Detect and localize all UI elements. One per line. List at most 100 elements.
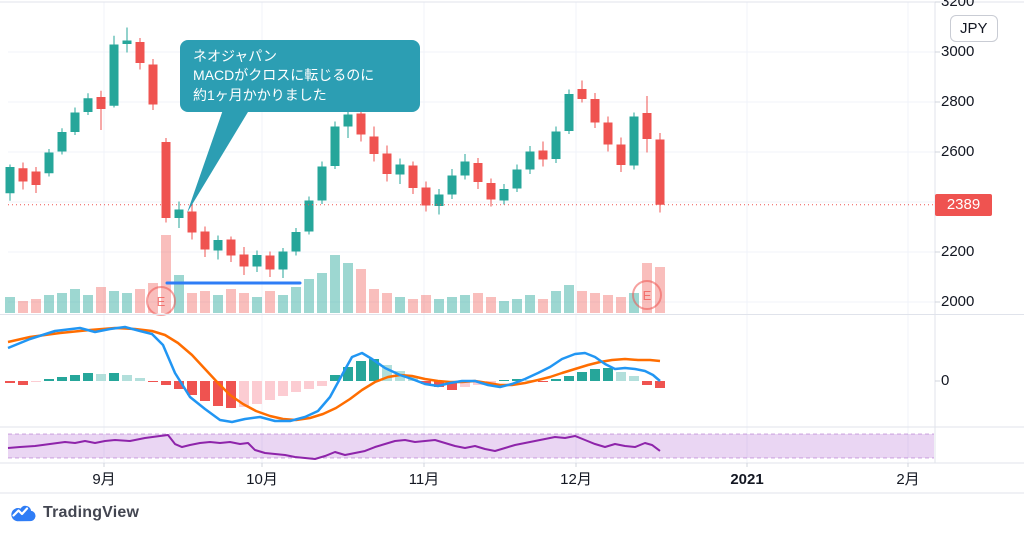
volume-bar [525,295,535,313]
macd-hist-bar [213,381,223,406]
volume-bar [642,263,652,313]
macd-hist-bar [343,367,353,381]
candle [538,150,548,160]
macd-hist-bar [70,375,80,381]
macd-hist-bar [317,381,327,386]
time-tick-label: 10月 [246,471,278,488]
volume-bar [161,235,171,313]
macd-hist-bar [161,381,171,385]
macd-hist-bar [239,381,249,407]
volume-bar [330,255,340,313]
time-tick-label: 2月 [896,471,920,488]
macd-hist-bar [538,381,548,382]
candle [278,251,288,270]
volume-bar [369,289,379,313]
earnings-icon[interactable] [632,280,662,310]
candle [265,255,275,270]
volume-bar [603,295,613,313]
macd-main-line [7,325,661,424]
annotation-callout[interactable]: ネオジャパン MACDがクロスに転じるのに 約1ヶ月かかりました [180,40,420,112]
macd-hist-bar [564,376,574,381]
candle [564,94,574,131]
annotation-line-2: MACDがクロスに転じるのに [193,67,375,84]
candle [460,161,470,176]
svg-text:E: E [157,294,166,309]
volume-bar [174,275,184,313]
volume-bar [434,299,444,313]
candle [356,113,366,135]
candle [161,142,171,218]
macd-hist-bar [447,381,457,390]
volume-bar [512,299,522,313]
volume-bar [200,291,210,313]
macd-hist-bar [174,381,184,389]
currency-toggle-badge[interactable]: JPY [950,15,998,42]
price-tick-label: 2600 [941,143,975,160]
macd-hist-bar [369,359,379,381]
annotation-line-1: ネオジャパン [193,48,277,64]
macd-hist-bar [291,381,301,392]
candle [304,200,314,232]
candle [486,183,496,200]
macd-hist-bar [382,365,392,381]
macd-hist-bar [616,372,626,381]
candle [525,151,535,170]
volume-bar [304,279,314,313]
macd-hist-bar [590,369,600,381]
candle [577,89,587,99]
macd-hist-bar [252,381,262,404]
volume-bar [109,291,119,313]
volume-bar [317,273,327,313]
macd-hist-bar [96,374,106,381]
candle [226,239,236,256]
candle [317,166,327,201]
candle [551,131,561,159]
volume-bar [460,295,470,313]
macd-hist-bar [603,368,613,381]
volume-bar [83,295,93,313]
volume-bar [44,295,54,313]
macd-hist-bar [512,379,522,381]
candle [252,255,262,267]
candle [200,231,210,250]
macd-hist-bar [278,381,288,396]
volume-bar [408,299,418,313]
candle [473,163,483,182]
macd-hist-bar [31,381,41,382]
candle [31,171,41,185]
volume-bar [486,297,496,313]
macd-hist-bar [83,373,93,381]
volume-bar [447,297,457,313]
candle [187,211,197,233]
volume-bar [421,295,431,313]
volume-bar [252,297,262,313]
volume-bar [577,291,587,313]
rsi-line [7,434,661,461]
pane-separators [0,1,1024,494]
tradingview-logo-link[interactable]: TradingView [10,504,139,522]
volume-bar [551,291,561,313]
candle [408,165,418,188]
volume-bar [239,293,249,313]
candle [603,122,613,145]
macd-hist-bar [265,381,275,400]
volume-bar [395,297,405,313]
candle [395,164,405,175]
tradingview-cloud-icon [10,505,36,522]
candle [5,167,15,194]
candle [655,139,665,205]
tradingview-logo-text: TradingView [43,504,140,521]
macd-hist-bar [304,381,314,389]
volume-bar [70,289,80,313]
candle [18,168,28,182]
candle [174,209,184,218]
volume-bar [18,301,28,313]
candle [343,114,353,127]
candle [330,126,340,166]
volume-bars [5,235,665,313]
time-tick-label: 9月 [92,471,116,488]
volume-bar [31,299,41,313]
macd-hist-bar [460,381,470,387]
